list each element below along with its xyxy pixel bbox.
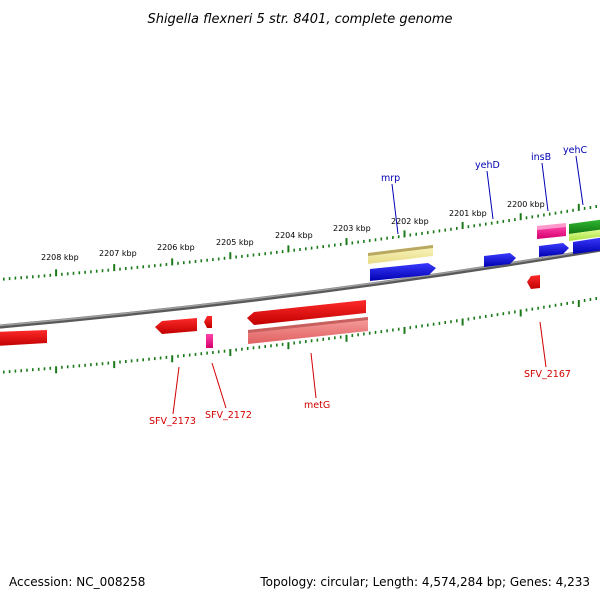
yehD-label[interactable]: yehD xyxy=(475,160,500,171)
insB-gene-top xyxy=(537,223,566,230)
SFV_2172-gene-arrow[interactable] xyxy=(204,316,212,328)
genome-backbone xyxy=(0,247,600,329)
scale-labels: 2208 kbp 2207 kbp 2206 kbp 2205 kbp 2204… xyxy=(41,200,545,262)
mrp-rna-band-top xyxy=(368,245,433,256)
yehD-leader-line xyxy=(486,170,494,220)
SFV_2172-label[interactable]: SFV_2172 xyxy=(205,410,252,421)
insB-region-arrow[interactable] xyxy=(539,243,569,257)
top-gene-labels: mrp yehD insB yehC xyxy=(381,145,587,235)
scale-label-2200: 2200 kbp xyxy=(507,200,545,209)
SFV_2173-label[interactable]: SFV_2173 xyxy=(149,416,196,427)
scale-label-2207: 2207 kbp xyxy=(99,249,137,258)
yehC-label[interactable]: yehC xyxy=(563,145,587,156)
SFV_2173-leader-line xyxy=(172,366,180,415)
SFV_2167-leader-line xyxy=(539,321,547,368)
SFV_2172-pink-block[interactable] xyxy=(206,334,213,348)
scale-label-2203: 2203 kbp xyxy=(333,224,371,233)
metG-label[interactable]: metG xyxy=(304,400,330,411)
metG-leader-line xyxy=(310,352,317,399)
yehC-region-arrow[interactable] xyxy=(573,237,600,254)
yehC-rna-band xyxy=(569,229,600,241)
scale-label-2208: 2208 kbp xyxy=(41,253,79,262)
mrp-leader-line xyxy=(391,183,399,235)
upper-scale-ring xyxy=(2,203,598,281)
genome-backbone-highlight xyxy=(0,247,600,327)
SFV_2172-leader-line xyxy=(211,362,227,409)
scale-label-2205: 2205 kbp xyxy=(216,238,254,247)
scale-label-2202: 2202 kbp xyxy=(391,217,429,226)
mrp-label[interactable]: mrp xyxy=(381,173,400,184)
SFV_2173-gene-arrow[interactable] xyxy=(155,318,197,334)
scale-label-2204: 2204 kbp xyxy=(275,231,313,240)
reverse-features xyxy=(0,275,540,348)
forward-features xyxy=(368,219,600,281)
metG-gene-arrow[interactable] xyxy=(247,300,366,325)
accession-text: Accession: NC_008258 xyxy=(9,575,145,589)
metG-rna-band xyxy=(248,317,368,344)
scale-label-2206: 2206 kbp xyxy=(157,243,195,252)
yehC-gene-block[interactable] xyxy=(569,219,600,234)
map-title: Shigella flexneri 5 str. 8401, complete … xyxy=(147,12,452,27)
scale-label-2201: 2201 kbp xyxy=(449,209,487,218)
genome-summary-text: Topology: circular; Length: 4,574,284 bp… xyxy=(259,575,590,589)
SFV_2167-label[interactable]: SFV_2167 xyxy=(524,369,571,380)
metG-rna-band-top xyxy=(248,317,368,333)
lower-scale-ring xyxy=(2,297,598,374)
yehC-leader-line xyxy=(575,155,584,206)
bottom-gene-labels: SFV_2173 SFV_2172 metG SFV_2167 xyxy=(149,321,571,427)
left-edge-gene[interactable] xyxy=(0,330,47,346)
insB-leader-line xyxy=(541,162,549,212)
mrp-gene-arrow[interactable] xyxy=(370,263,436,281)
SFV_2167-gene-arrow[interactable] xyxy=(527,275,540,289)
yehD-gene-arrow[interactable] xyxy=(484,253,516,267)
insB-label[interactable]: insB xyxy=(531,152,551,163)
